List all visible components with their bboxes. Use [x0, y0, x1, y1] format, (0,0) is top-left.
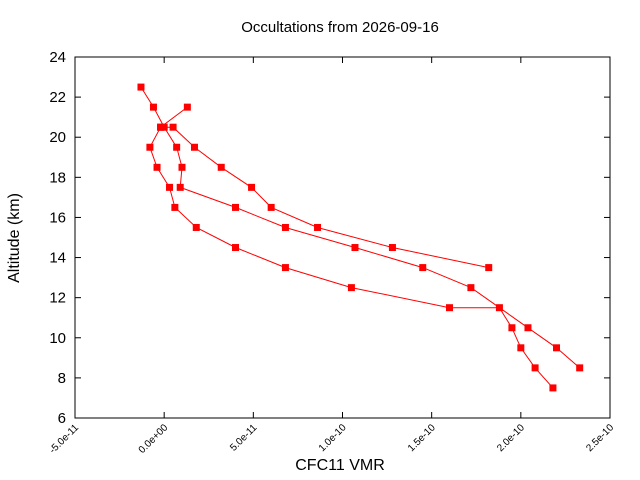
series-line	[160, 126, 489, 269]
data-point	[553, 344, 560, 352]
data-point	[178, 163, 186, 171]
y-tick-label: 12	[49, 290, 66, 307]
data-point	[157, 123, 165, 131]
data-point	[232, 203, 239, 211]
y-tick-label: 16	[49, 209, 66, 226]
x-tick-label: 5.0e-11	[228, 422, 260, 454]
data-point	[508, 324, 516, 332]
series-1	[146, 103, 557, 392]
data-point	[190, 143, 198, 151]
data-point	[166, 183, 174, 191]
data-point	[232, 244, 239, 252]
y-tick-label: 10	[49, 330, 66, 347]
data-point	[576, 364, 584, 372]
data-point	[517, 344, 525, 352]
data-point	[176, 183, 184, 191]
data-point	[281, 264, 289, 272]
y-tick-label: 22	[49, 89, 66, 106]
data-point	[173, 143, 181, 151]
y-tick-label: 14	[49, 250, 66, 267]
data-point	[524, 324, 532, 332]
x-tick-label: 2.0e-10	[495, 422, 527, 454]
data-point	[217, 163, 225, 171]
data-point	[183, 103, 191, 111]
data-point	[419, 264, 427, 272]
x-tick-label: 1.0e-10	[317, 422, 349, 454]
y-tick-label: 20	[49, 129, 66, 146]
data-point	[171, 203, 179, 211]
axis-ticks: 6 8 10 12 14 16 18 20 22 24 -5.0e-11 0.0e+00 5.0e-11…	[48, 49, 617, 456]
x-tick-label: 1.5e-10	[406, 422, 438, 454]
data-point	[314, 223, 322, 231]
data-point	[137, 83, 145, 91]
data-point	[351, 244, 359, 252]
series-line	[149, 106, 554, 389]
data-point	[485, 264, 493, 272]
data-point	[146, 143, 154, 151]
data-point	[467, 284, 475, 292]
data-point	[549, 384, 557, 392]
y-tick-label: 8	[58, 370, 66, 387]
x-tick-label: 2.5e-10	[584, 422, 616, 454]
data-point	[267, 203, 275, 211]
series-2	[137, 83, 584, 372]
data-point	[388, 244, 396, 252]
x-tick-label: -5.0e-11	[48, 422, 82, 456]
data-point	[169, 123, 177, 131]
data-point	[531, 364, 539, 372]
data-point	[347, 284, 355, 292]
data-point	[192, 223, 200, 231]
y-tick-label: 6	[58, 410, 66, 427]
series-3	[157, 123, 493, 272]
x-tick-label: 0.0e+00	[137, 422, 171, 456]
data-point	[446, 304, 453, 312]
y-tick-label: 18	[49, 169, 66, 186]
chart-title: Occultations from 2026-09-16	[241, 19, 439, 36]
data-point	[153, 163, 161, 171]
data-point	[248, 183, 256, 191]
data-point	[149, 103, 157, 111]
data-point	[281, 223, 289, 231]
data-series-layer	[137, 83, 584, 392]
y-tick-label: 24	[49, 49, 66, 66]
x-axis-label: CFC11 VMR	[295, 457, 385, 474]
y-axis-label: Altitude (km)	[6, 193, 23, 283]
